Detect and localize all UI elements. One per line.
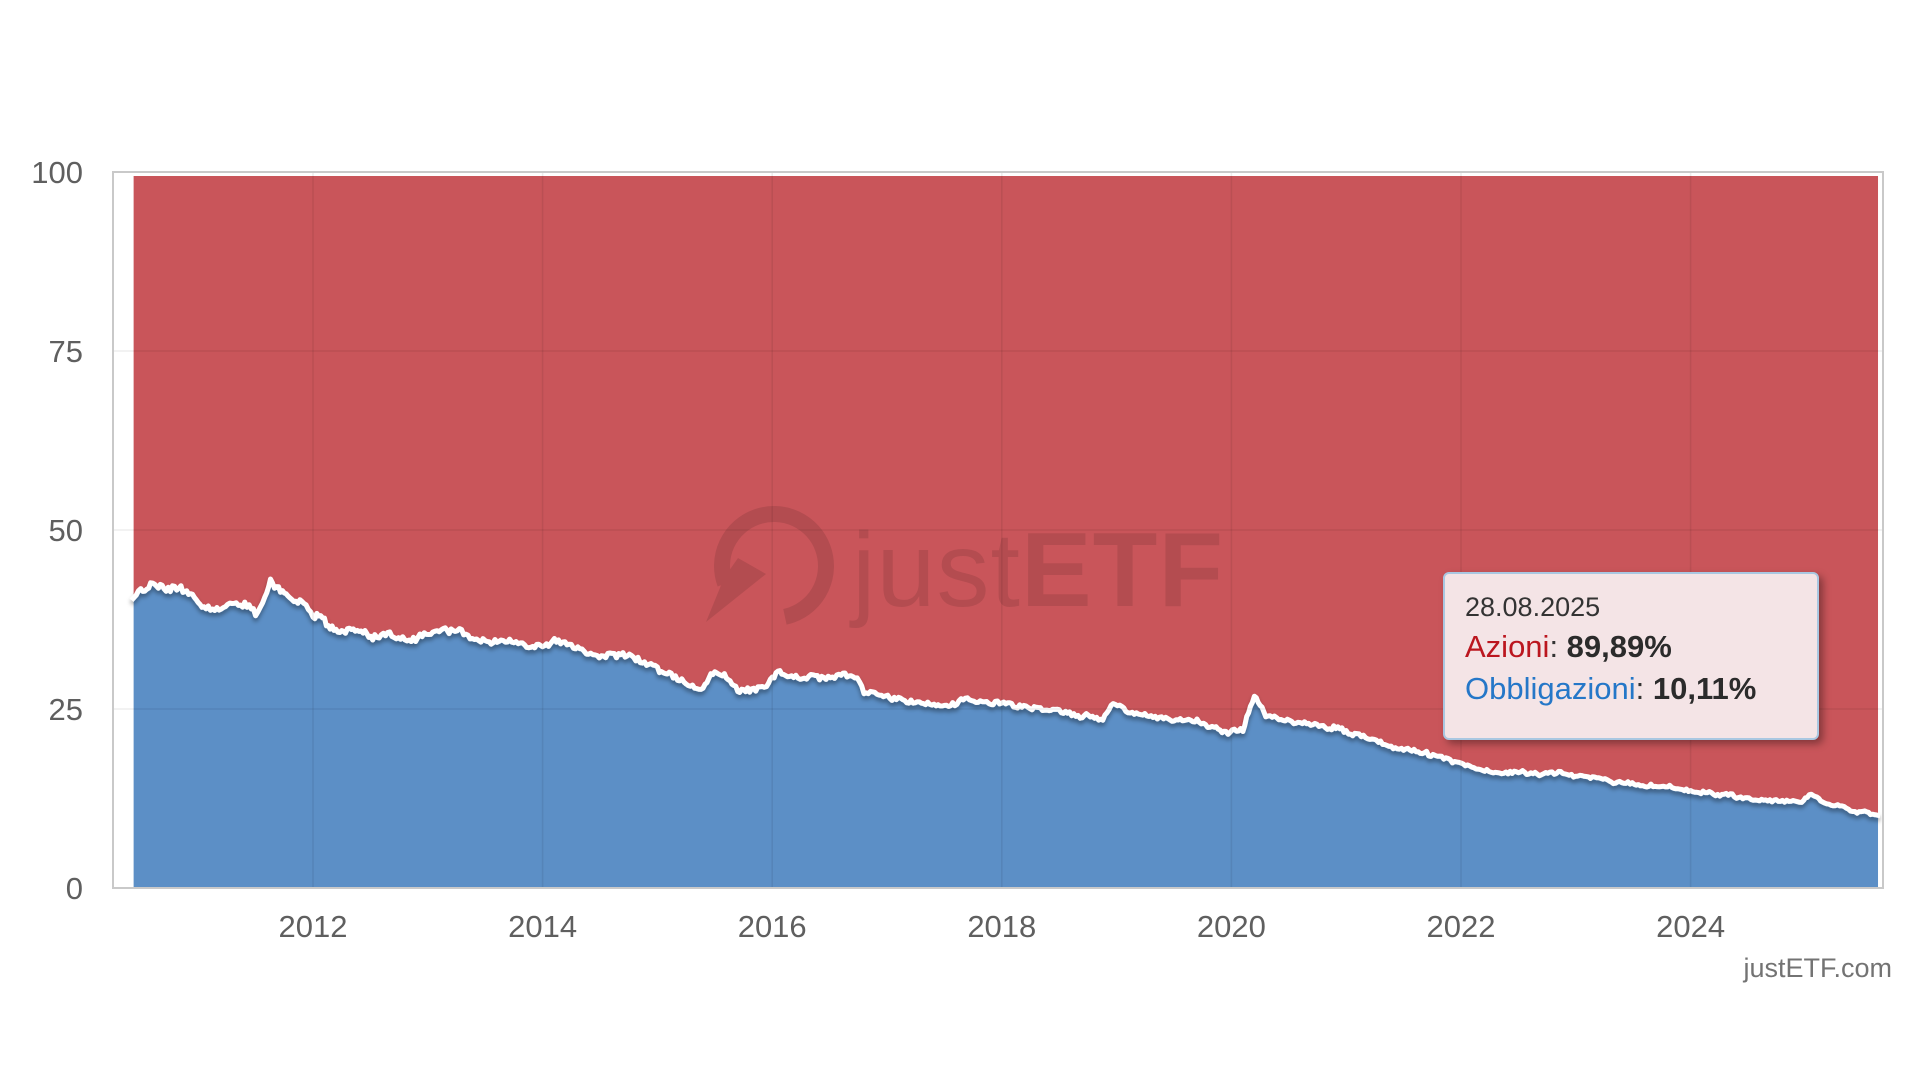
x-axis-tick-label: 2018 — [967, 909, 1037, 944]
y-axis-tick-label: 100 — [31, 155, 83, 190]
tooltip-row-obbligazioni: Obbligazioni10,11% — [1465, 668, 1797, 710]
chart-tooltip: 28.08.2025 Azioni89,89% Obbligazioni10,1… — [1443, 572, 1819, 740]
tooltip-row-azioni: Azioni89,89% — [1465, 626, 1797, 668]
credits-link[interactable]: justETF.com — [1743, 953, 1892, 983]
x-axis-tick-label: 2012 — [278, 909, 348, 944]
y-axis-tick-label: 25 — [48, 692, 83, 727]
x-axis-tick-label: 2014 — [508, 909, 578, 944]
tooltip-series-value: 10,11% — [1652, 671, 1757, 706]
y-axis-tick-label: 0 — [65, 871, 83, 906]
tooltip-series-value: 89,89% — [1566, 629, 1672, 664]
tooltip-date: 28.08.2025 — [1465, 592, 1601, 622]
tooltip-series-label: Azioni — [1465, 629, 1567, 664]
tooltip-series-label: Obbligazioni — [1465, 671, 1653, 706]
y-axis-tick-label: 50 — [48, 513, 83, 548]
x-axis-tick-label: 2020 — [1196, 909, 1266, 944]
x-axis-tick-label: 2024 — [1656, 909, 1726, 944]
x-axis-tick-label: 2022 — [1426, 909, 1496, 944]
x-axis-tick-label: 2016 — [737, 909, 807, 944]
y-axis-tick-label: 75 — [48, 334, 83, 369]
